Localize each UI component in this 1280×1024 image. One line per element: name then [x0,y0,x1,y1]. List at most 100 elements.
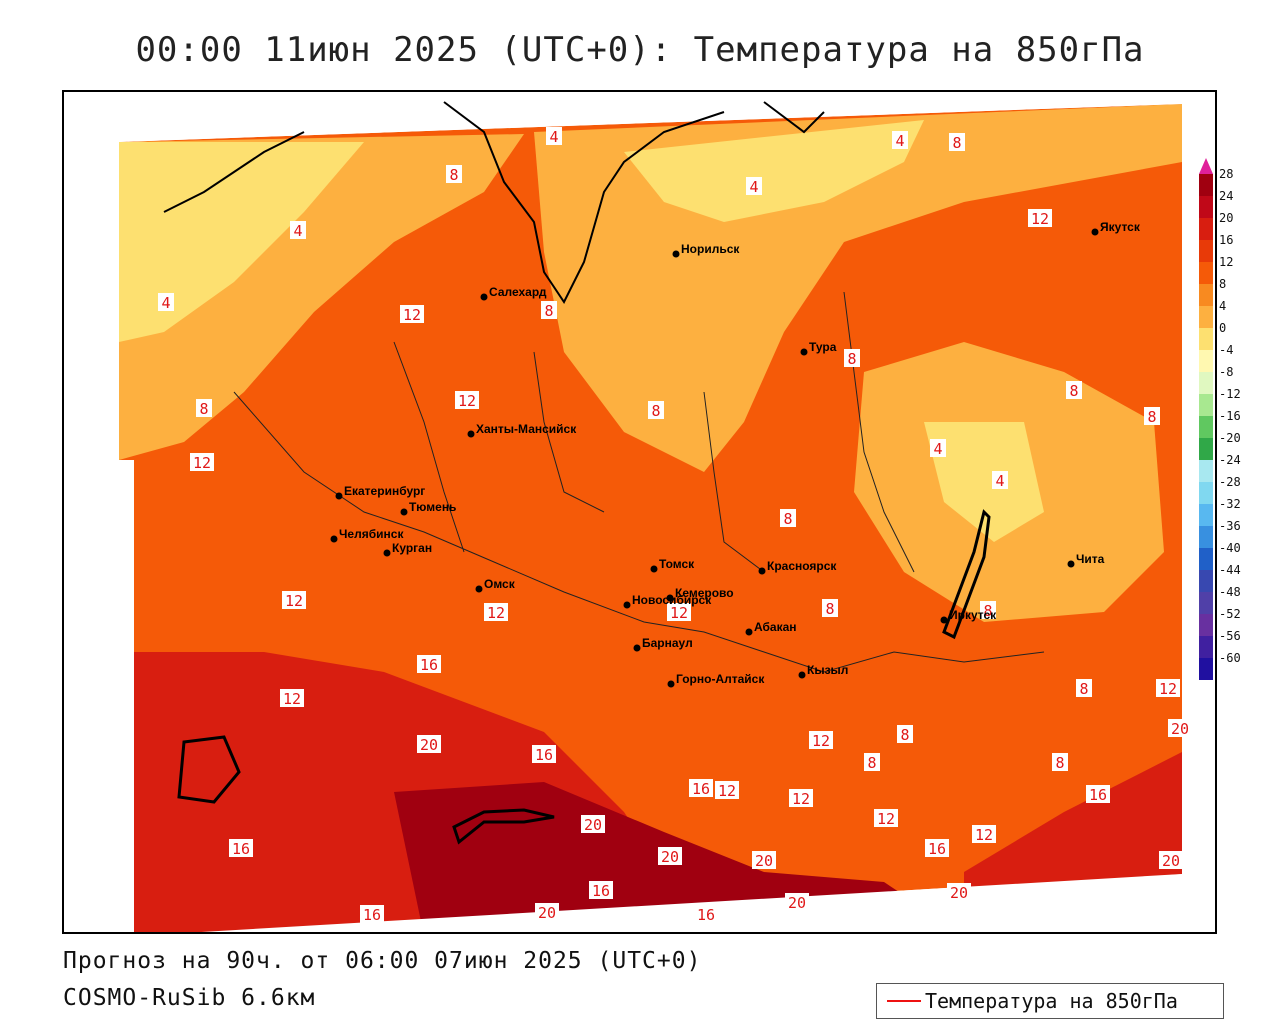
contour-label: 20 [1168,719,1192,738]
contour-label: 8 [1144,407,1160,426]
city-marker [666,594,674,602]
city-label: Ханты-Мансийск [476,422,577,436]
svg-text:4: 4 [895,132,904,150]
city-marker [480,293,488,301]
colorbar-swatch [1199,592,1213,614]
city-marker [330,535,338,543]
svg-text:4: 4 [161,294,170,312]
city-marker [1091,228,1099,236]
colorbar-swatch [1199,658,1213,680]
contour-label: 20 [581,815,605,834]
svg-text:16: 16 [535,746,553,764]
map-legend: Температура на 850гПа [876,983,1224,1019]
colorbar-tick: 0 [1219,321,1226,335]
svg-text:4: 4 [293,222,302,240]
svg-text:12: 12 [812,732,830,750]
contour-label: 8 [864,753,880,772]
colorbar-swatch [1199,438,1213,460]
svg-text:4: 4 [933,440,942,458]
colorbar-swatch [1199,548,1213,570]
contour-label: 8 [648,401,664,420]
balkhash-coast [452,808,555,845]
coastline-north [163,101,825,304]
svg-text:8: 8 [867,754,876,772]
contour-label: 16 [1086,785,1110,804]
svg-text:8: 8 [199,400,208,418]
colorbar-swatch [1199,306,1213,328]
contour-label: 12 [484,603,508,622]
legend-line-swatch [887,1000,921,1002]
svg-text:4: 4 [995,472,1004,490]
svg-text:12: 12 [487,604,505,622]
svg-text:16: 16 [592,882,610,900]
colorbar-swatch [1199,526,1213,548]
contour-label: 20 [785,893,809,912]
city-marker [672,250,680,258]
contour-label: 20 [658,847,682,866]
contour-label: 12 [809,731,833,750]
svg-text:12: 12 [283,690,301,708]
colorbar-tick: -20 [1219,431,1241,445]
contour-label: 16 [417,655,441,674]
colorbar-swatch [1199,328,1213,350]
map-canvas: 4 8 4 4 8 4 12 4 12 8 8 12 8 8 12 8 8 4 4 8 12 12 12 8 8 16 12 8 12 2… [64,92,1215,932]
contour-label: 8 [822,599,838,618]
colorbar-swatch [1199,570,1213,592]
city-label: Норильск [681,242,740,256]
city-marker [940,616,948,624]
city-marker [335,492,343,500]
city-label: Кызыл [807,663,849,677]
lake-baikal [942,509,991,640]
coolest-zone-north-center [624,120,924,222]
contour-label: 12 [455,391,479,410]
contour-label: 16 [694,905,718,924]
colorbar-swatch [1199,636,1213,658]
colorbar-tick: -28 [1219,475,1241,489]
colorbar-swatch [1199,482,1213,504]
hot-zone-south-east [964,752,1182,892]
colorbar: 28 24 20 16 12 8 4 0 -4 -8 -12 -16 -20 -24 -28 -32 -36 -4… [1199,158,1259,688]
city-label: Якутск [1100,220,1140,234]
city-marker [400,508,408,516]
city-label: Барнаул [642,636,693,650]
city-marker [633,644,641,652]
svg-text:12: 12 [285,592,303,610]
svg-text:16: 16 [232,840,250,858]
city-label: Тура [809,340,837,354]
contour-label: 4 [930,439,946,458]
svg-text:8: 8 [900,726,909,744]
city-label: Кемерово [675,586,734,600]
contour-label: 8 [196,399,212,418]
svg-text:8: 8 [847,350,856,368]
city-marker [667,680,675,688]
city-label: Красноярск [767,559,837,573]
city-label: Челябинск [339,527,404,541]
temperature-map[interactable]: 4 8 4 4 8 4 12 4 12 8 8 12 8 8 12 8 8 4 4 8 12 12 12 8 8 16 12 8 12 2… [62,90,1217,934]
svg-text:16: 16 [363,906,381,924]
colorbar-tick: -24 [1219,453,1241,467]
svg-text:12: 12 [877,810,895,828]
svg-text:12: 12 [670,604,688,622]
coolest-zone-east [924,422,1044,542]
colorbar-swatch [1199,350,1213,372]
contour-label: 12 [400,305,424,324]
contour-label: 8 [897,725,913,744]
svg-text:16: 16 [420,656,438,674]
svg-text:8: 8 [983,602,992,620]
colorbar-tick: 20 [1219,211,1233,225]
svg-text:12: 12 [975,826,993,844]
city-label: Чита [1076,552,1105,566]
region-borders [233,291,1045,673]
contour-label: 12 [667,603,691,622]
city-label: Тюмень [409,500,457,514]
city-label: Новосибирск [632,593,712,607]
legend-label: Температура на 850гПа [925,989,1178,1013]
svg-text:12: 12 [718,782,736,800]
svg-text:16: 16 [697,906,715,924]
city-marker [383,549,391,557]
svg-text:20: 20 [538,904,556,922]
colorbar-swatch [1199,284,1213,306]
colorbar-swatch [1199,372,1213,394]
svg-text:20: 20 [1171,720,1189,738]
city-label: Салехард [489,285,547,299]
